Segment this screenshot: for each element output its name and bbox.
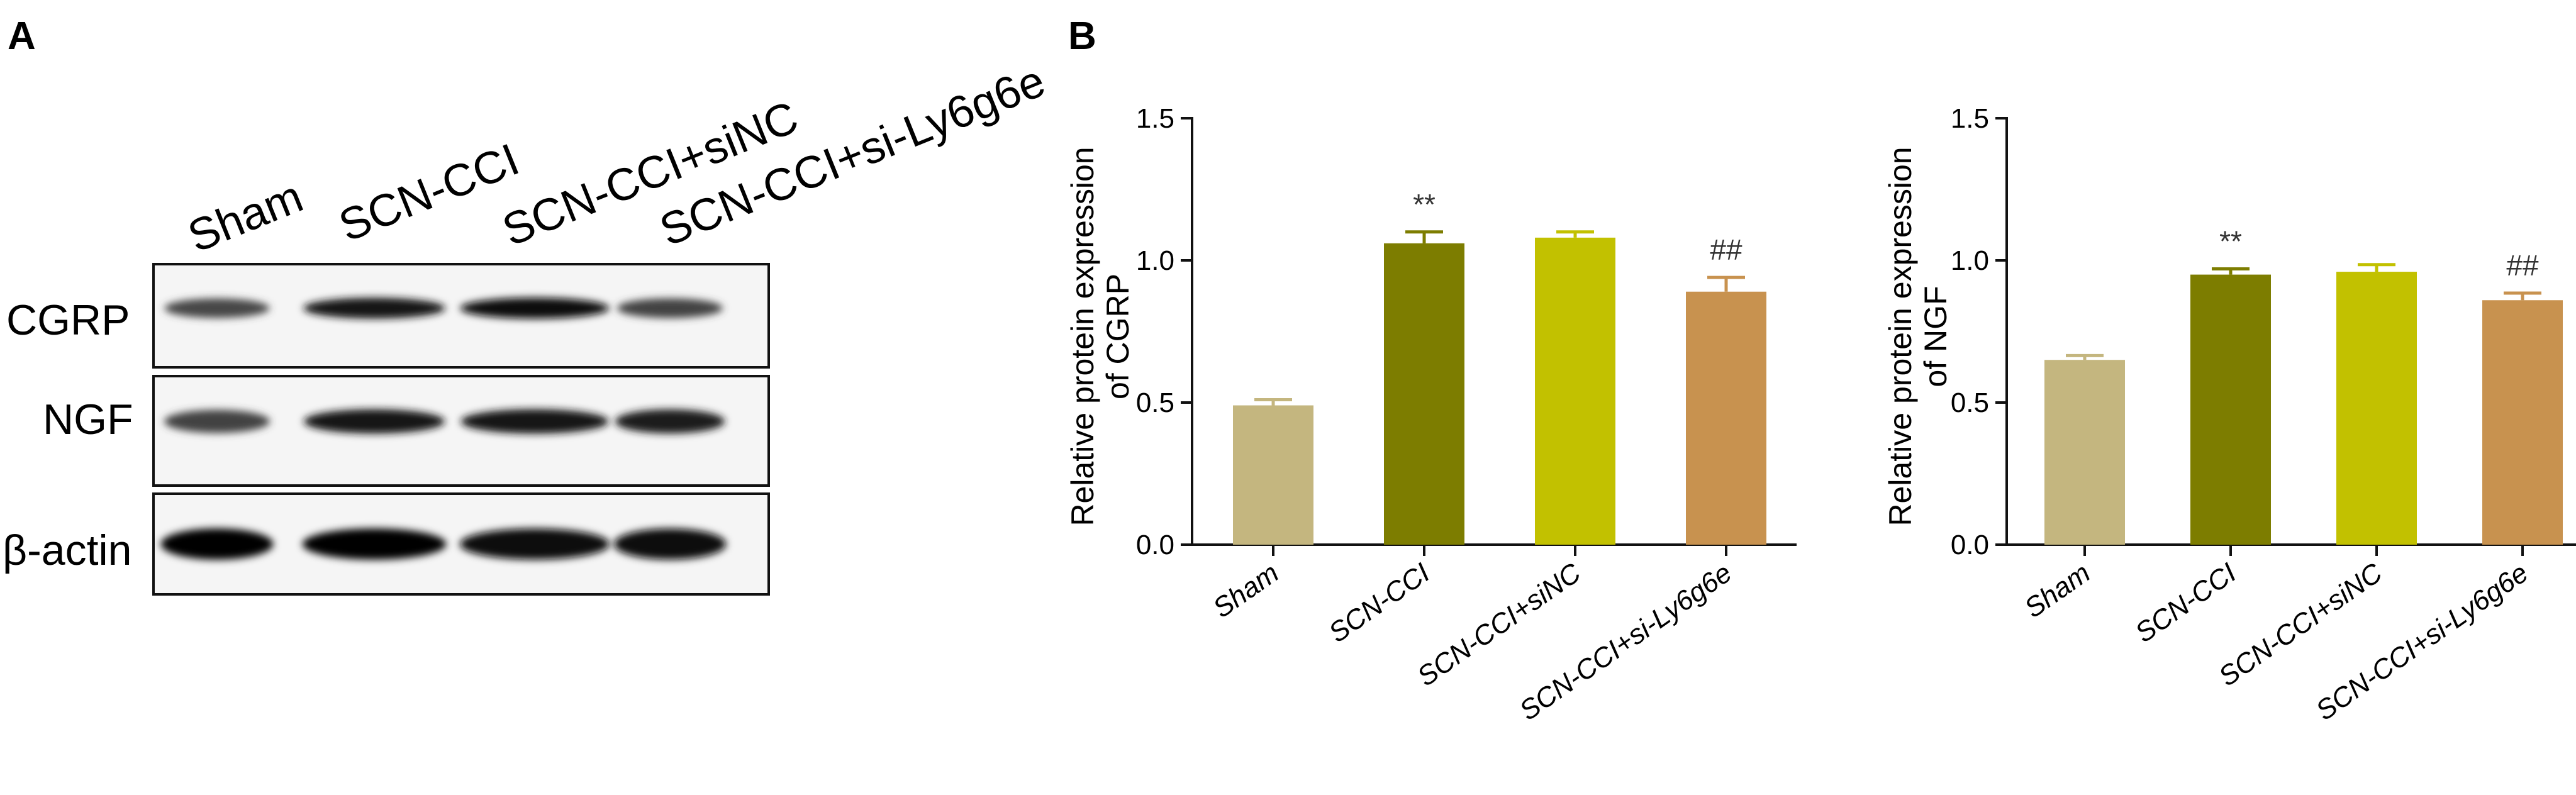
y-axis-label: Relative protein expressionof CGRP xyxy=(1065,147,1135,526)
blot-band-ngf-lane-4 xyxy=(615,409,725,434)
y-tick-label: 1.0 xyxy=(1136,245,1174,276)
y-tick-label: 0.0 xyxy=(1136,530,1174,560)
category-label-1: Sham xyxy=(2019,557,2095,624)
bar-4 xyxy=(2482,300,2563,545)
panel-a-letter: A xyxy=(8,14,36,58)
row-label-beta-actin: β-actin xyxy=(3,526,131,574)
western-blot: Sham SCN-CCI SCN-CCI+siNC SCN-CCI+si-Ly6… xyxy=(3,56,1052,596)
blot-band-beta-actin-lane-3 xyxy=(459,528,610,560)
significance-label-4: ## xyxy=(1710,233,1742,266)
significance-label-2: ** xyxy=(1413,188,1436,221)
category-label-2: SCN-CCI xyxy=(1323,557,1435,648)
y-axis-label: Relative protein expressionof NGF xyxy=(1883,147,1953,526)
blot-band-cgrp-lane-3 xyxy=(460,297,610,319)
blot-bands xyxy=(160,297,727,560)
significance-label-4: ## xyxy=(2506,249,2539,282)
blot-band-cgrp-lane-4 xyxy=(616,298,723,318)
y-tick-label: 0.5 xyxy=(1951,387,1989,418)
bar-2 xyxy=(1384,243,1464,545)
blot-band-ngf-lane-2 xyxy=(303,409,445,434)
bar-1 xyxy=(1233,405,1313,545)
y-tick-label: 1.5 xyxy=(1136,103,1174,134)
bar-2 xyxy=(2190,274,2271,545)
significance-label-2: ** xyxy=(2219,225,2242,258)
chart-ngf: 0.0 0.5 1.0 1.5 Relative protein expressiono… xyxy=(1883,103,2576,726)
lane-label-sham: Sham xyxy=(181,171,309,262)
blot-band-beta-actin-lane-2 xyxy=(302,528,447,560)
lane-label-scn-cci: SCN-CCI xyxy=(332,134,526,252)
panel-b-letter: B xyxy=(1068,14,1096,58)
bar-1 xyxy=(2044,360,2125,545)
blot-band-beta-actin-lane-4 xyxy=(613,528,727,560)
row-label-cgrp: CGRP xyxy=(6,296,130,344)
category-label-1: Sham xyxy=(1207,557,1284,624)
bar-4 xyxy=(1686,291,1766,545)
y-tick-label: 1.0 xyxy=(1951,245,1989,276)
blot-band-cgrp-lane-1 xyxy=(164,298,270,318)
category-label-2: SCN-CCI xyxy=(2129,557,2241,648)
blot-band-beta-actin-lane-1 xyxy=(160,528,274,560)
y-tick-label: 0.5 xyxy=(1136,387,1174,418)
bar-3 xyxy=(2336,272,2417,545)
row-label-ngf: NGF xyxy=(43,396,133,443)
y-tick-label: 0.0 xyxy=(1951,530,1989,560)
bar-3 xyxy=(1535,237,1615,545)
blot-band-ngf-lane-3 xyxy=(460,409,609,434)
blot-band-ngf-lane-1 xyxy=(164,409,270,433)
y-tick-label: 1.5 xyxy=(1951,103,1989,134)
blot-band-cgrp-lane-2 xyxy=(303,297,445,319)
